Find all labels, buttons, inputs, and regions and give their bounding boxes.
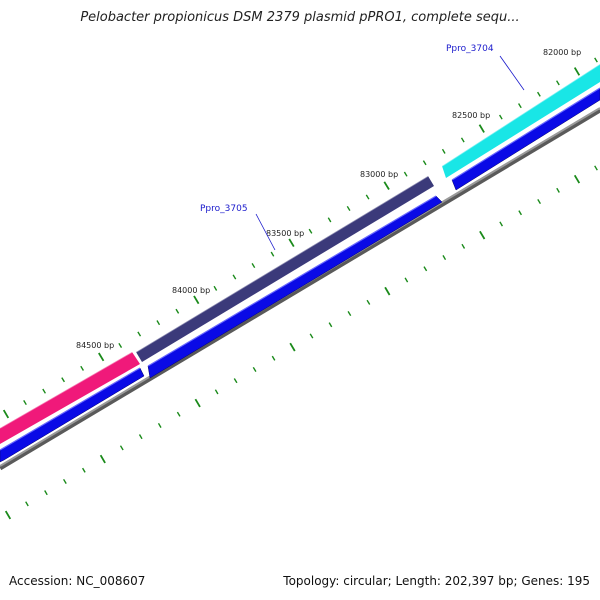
outer-tick — [193, 295, 200, 305]
bp-label-82500: 82500 bp — [452, 111, 490, 120]
inner-tick — [442, 255, 447, 261]
outer-tick — [80, 365, 84, 371]
gene-bar-ppro-3705[interactable] — [136, 176, 434, 362]
outer-tick — [518, 103, 522, 109]
backbone — [0, 107, 600, 471]
inner-tick — [44, 490, 48, 496]
gene-bar-pink[interactable] — [0, 352, 140, 444]
inner-tick — [4, 510, 12, 520]
leader-line-ppro-3705 — [255, 213, 276, 251]
bp-labels: 82000 bp 82500 bp 83000 bp 83500 bp 8400… — [76, 48, 581, 350]
forward-strand-genes — [0, 63, 600, 444]
inner-tick — [518, 210, 523, 216]
inner-tick — [176, 411, 181, 417]
outer-tick — [23, 400, 27, 406]
outer-tick — [441, 148, 446, 154]
inner-tick-row — [4, 165, 598, 520]
inner-tick — [214, 389, 219, 395]
inner-tick — [384, 286, 391, 296]
bp-label-84500: 84500 bp — [76, 341, 114, 350]
gene-label-ppro-3704[interactable]: Ppro_3704 — [446, 44, 494, 54]
leader-line-ppro-3704 — [499, 55, 525, 91]
inner-tick — [81, 467, 86, 473]
reverse-gene-bar-3[interactable] — [451, 87, 600, 191]
outer-tick — [213, 285, 218, 291]
bp-label-83000: 83000 bp — [360, 170, 398, 179]
outer-tick — [288, 238, 295, 248]
inner-tick — [423, 266, 428, 272]
gene-label-ppro-3705[interactable]: Ppro_3705 — [200, 204, 248, 214]
outer-tick — [270, 251, 275, 257]
inner-tick — [479, 230, 486, 240]
outer-tick — [403, 171, 408, 177]
accession-text: Accession: NC_008607 — [9, 574, 146, 588]
outer-tick — [478, 124, 485, 133]
inner-tick — [63, 478, 67, 484]
inner-tick — [289, 342, 296, 352]
outer-tick — [251, 263, 256, 269]
outer-tick — [137, 331, 142, 337]
outer-tick — [365, 194, 370, 200]
outer-tick — [308, 228, 313, 234]
inner-tick — [138, 434, 143, 440]
outer-tick — [42, 388, 46, 394]
outer-tick — [98, 352, 105, 362]
inner-tick — [99, 454, 106, 464]
outer-tick — [2, 409, 10, 419]
inner-tick — [233, 378, 238, 384]
outer-tick — [61, 377, 65, 383]
bp-label-84000: 84000 bp — [172, 286, 210, 295]
gene-bar-ppro-3704[interactable] — [442, 64, 600, 178]
inner-tick — [556, 187, 560, 193]
inner-tick — [573, 174, 581, 184]
bp-label-82000: 82000 bp — [543, 48, 581, 57]
inner-tick — [537, 199, 541, 205]
reverse-strand-genes — [0, 87, 600, 463]
gene-labels: Ppro_3704 Ppro_3705 — [200, 44, 525, 251]
outer-tick — [556, 80, 560, 86]
inner-tick — [252, 366, 257, 372]
outer-tick-row — [2, 57, 598, 419]
inner-tick — [594, 165, 598, 171]
outer-tick — [346, 205, 351, 211]
summary-text: Topology: circular; Length: 202,397 bp; … — [283, 574, 590, 588]
inner-tick — [347, 311, 352, 317]
outer-tick — [573, 67, 581, 76]
outer-tick — [118, 342, 123, 348]
inner-tick — [328, 322, 333, 328]
bp-label-83500: 83500 bp — [266, 229, 304, 238]
inner-tick — [499, 221, 504, 227]
outer-tick — [156, 320, 161, 326]
outer-tick — [594, 57, 598, 63]
inner-tick — [157, 422, 162, 428]
inner-tick — [309, 333, 314, 339]
outer-tick — [175, 308, 180, 314]
inner-tick — [25, 501, 29, 507]
inner-tick — [366, 299, 371, 305]
outer-tick — [383, 181, 390, 190]
inner-tick — [194, 398, 201, 408]
inner-tick — [271, 355, 276, 361]
map-title: Pelobacter propionicus DSM 2379 plasmid … — [80, 10, 520, 25]
outer-tick — [498, 114, 503, 120]
inner-tick — [461, 243, 466, 249]
outer-tick — [460, 137, 465, 143]
outer-tick — [537, 91, 541, 97]
inner-tick — [404, 277, 409, 283]
outer-tick — [327, 217, 332, 223]
outer-tick — [232, 274, 237, 280]
inner-tick — [119, 445, 124, 451]
outer-tick — [422, 160, 427, 166]
